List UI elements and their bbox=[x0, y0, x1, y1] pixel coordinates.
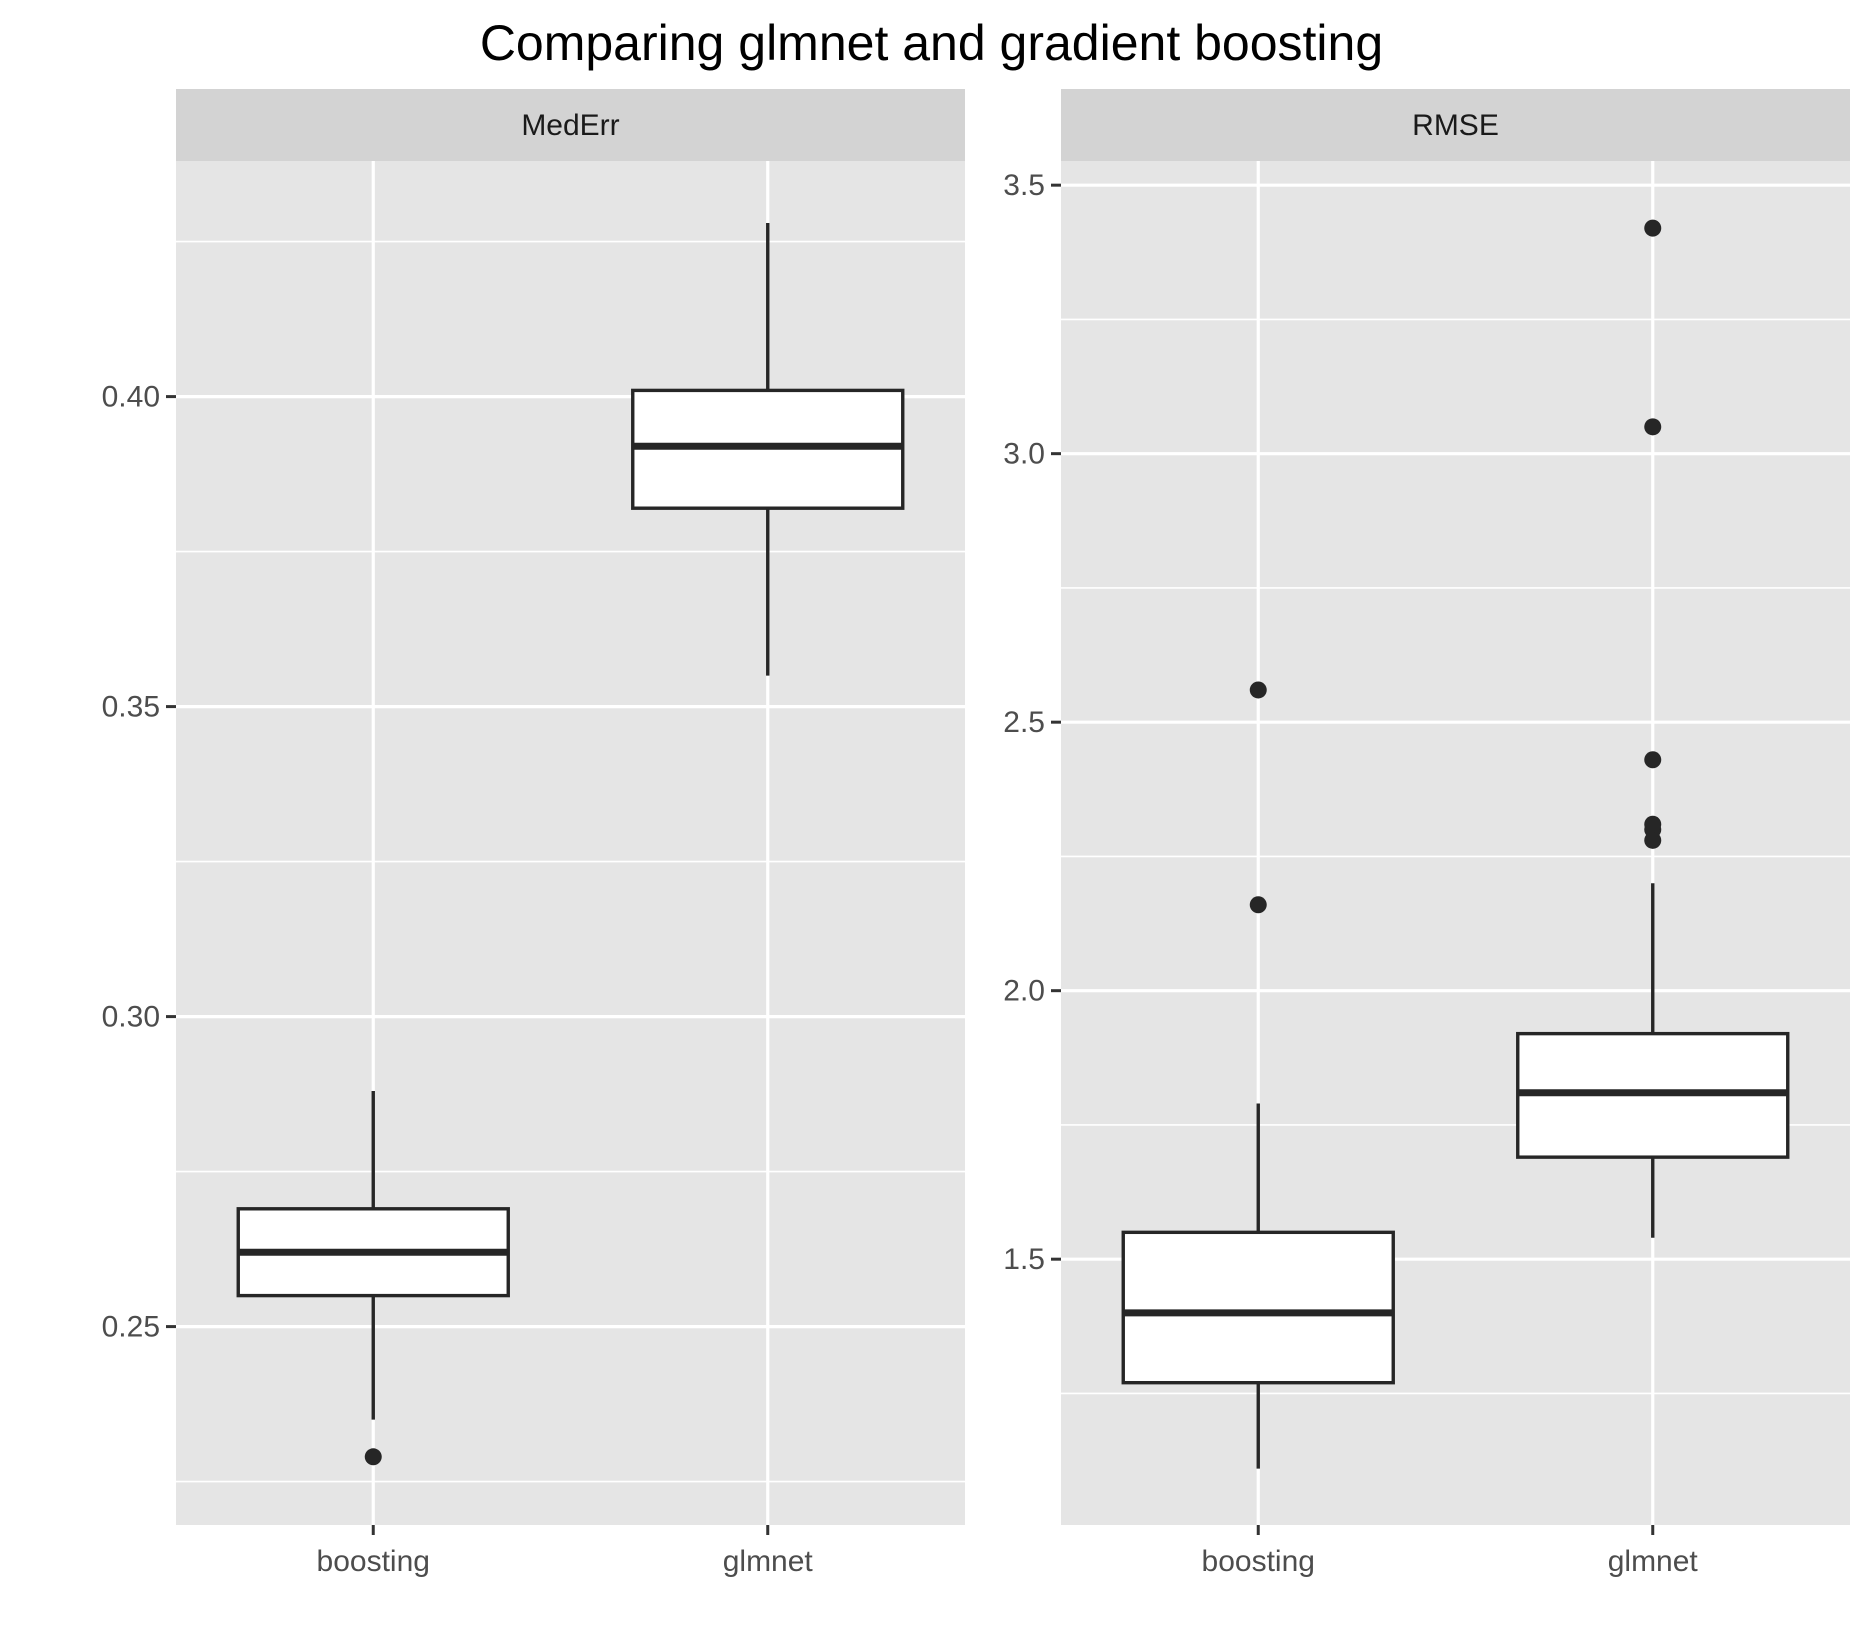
facet-strip-label: MedErr bbox=[521, 109, 619, 142]
facet-strip bbox=[1061, 89, 1850, 161]
box-glmnet bbox=[631, 223, 905, 676]
outlier-point bbox=[1249, 681, 1267, 699]
y-tick-label: 0.35 bbox=[102, 691, 160, 724]
outlier-point bbox=[1644, 751, 1662, 769]
x-tick-label: boosting bbox=[1202, 1545, 1315, 1578]
facet-strip bbox=[176, 89, 965, 161]
outlier-point bbox=[364, 1448, 382, 1466]
outlier-point bbox=[1644, 219, 1662, 237]
y-tick-label: 0.25 bbox=[102, 1311, 160, 1344]
box-glmnet bbox=[1516, 219, 1790, 1238]
x-tick-label: glmnet bbox=[1608, 1545, 1699, 1578]
box-iqr bbox=[1121, 1230, 1395, 1385]
facet-panel-rmse: RMSE 1.5 2.0 2.5 3.0 3.5 boosting glmnet bbox=[1003, 89, 1850, 1578]
y-tick-label: 3.5 bbox=[1003, 169, 1045, 202]
chart-title: Comparing glmnet and gradient boosting bbox=[479, 15, 1384, 71]
x-tick-label: boosting bbox=[317, 1545, 430, 1578]
y-tick-label: 3.0 bbox=[1003, 438, 1045, 471]
outlier-point bbox=[1644, 418, 1662, 436]
box-boosting bbox=[1121, 681, 1395, 1469]
y-tick-label: 1.5 bbox=[1003, 1243, 1045, 1276]
y-tick-label: 2.5 bbox=[1003, 706, 1045, 739]
panel-background bbox=[176, 161, 965, 1525]
y-tick-label: 2.0 bbox=[1003, 975, 1045, 1008]
x-tick-label: glmnet bbox=[723, 1545, 814, 1578]
y-tick-label: 0.30 bbox=[102, 1001, 160, 1034]
y-tick-label: 0.40 bbox=[102, 381, 160, 414]
facet-strip-label: RMSE bbox=[1412, 109, 1499, 142]
box-boosting bbox=[236, 1091, 510, 1466]
outlier-point bbox=[1249, 896, 1267, 914]
outlier-point bbox=[1644, 815, 1662, 833]
facet-panel-mederr: MedErr 0.25 0.30 0.35 0.40 boosting glmnet bbox=[102, 89, 965, 1578]
